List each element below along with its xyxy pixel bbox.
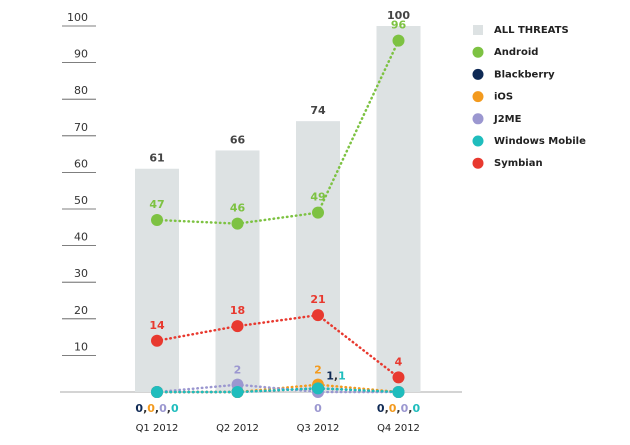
y-tick-label: 10 — [74, 340, 88, 353]
bar-value-label: 66 — [230, 133, 246, 146]
x-tick-label: Q2 2012 — [216, 423, 259, 434]
legend-swatch — [472, 46, 484, 58]
y-tick-label: 60 — [74, 157, 88, 170]
series-point — [151, 386, 163, 398]
label-separator: , — [143, 402, 147, 415]
series-line — [155, 387, 400, 394]
value-label: 49 — [310, 191, 325, 204]
series-point — [392, 34, 405, 47]
value-label: 4 — [395, 355, 403, 368]
value-label: 0 — [314, 402, 322, 415]
series-point — [392, 386, 405, 398]
series-point — [392, 371, 405, 384]
series-point — [312, 382, 324, 395]
label-separator: , — [155, 402, 159, 415]
legend-label: Symbian — [494, 158, 543, 169]
legend-swatch — [472, 91, 484, 103]
value-label: 0 — [135, 402, 143, 415]
value-label-group: 1,1 — [326, 369, 346, 382]
legend-label: J2ME — [493, 114, 522, 125]
series-point — [151, 334, 163, 347]
value-label: 96 — [391, 19, 407, 32]
bar-value-label: 61 — [149, 152, 164, 165]
legend-label: Android — [494, 47, 538, 58]
value-label: 0 — [147, 402, 155, 415]
value-label-group: 0,0,0,0 — [135, 402, 179, 415]
series-point — [231, 386, 244, 398]
value-label: 14 — [149, 319, 165, 332]
series-line — [155, 313, 400, 379]
series-line — [155, 383, 400, 394]
series-line — [155, 39, 400, 225]
legend-swatch — [473, 25, 483, 35]
series-point — [151, 213, 163, 226]
value-label: 0 — [171, 402, 179, 415]
value-label: 0 — [389, 402, 397, 415]
value-label-group: 2 — [314, 364, 322, 377]
y-tick-label: 50 — [74, 194, 88, 207]
value-label: 18 — [230, 304, 245, 317]
bar-value-label: 100 — [387, 9, 410, 22]
series-point — [312, 309, 324, 322]
legend-swatch — [472, 157, 484, 169]
series-point — [312, 206, 324, 219]
value-label: 2 — [234, 364, 242, 377]
y-tick-label: 30 — [74, 267, 88, 280]
label-separator: , — [167, 402, 171, 415]
x-tick-label: Q3 2012 — [297, 423, 340, 434]
bar — [296, 121, 340, 392]
series-point — [231, 320, 244, 333]
y-tick-label: 40 — [74, 231, 88, 244]
bar-value-label: 74 — [310, 104, 326, 117]
label-separator: , — [396, 402, 400, 415]
value-label: 0 — [159, 402, 167, 415]
legend-swatch — [472, 68, 484, 80]
value-label-group: 2 — [234, 364, 242, 377]
y-tick-label: 100 — [67, 11, 88, 24]
bar — [215, 150, 260, 392]
y-tick-label: 80 — [74, 84, 88, 97]
value-label: 0 — [377, 402, 385, 415]
legend-swatch — [472, 135, 484, 147]
value-label: 0 — [412, 402, 420, 415]
bar — [376, 26, 421, 392]
legend-label: Windows Mobile — [494, 136, 586, 147]
label-separator: , — [334, 369, 338, 382]
value-label-group: 0 — [314, 402, 322, 415]
value-label: 2 — [314, 364, 322, 377]
bar — [135, 168, 179, 392]
series-point — [231, 217, 244, 230]
y-tick-label: 70 — [74, 121, 88, 134]
y-tick-label: 20 — [74, 304, 88, 317]
legend-swatch — [472, 113, 484, 125]
value-label: 47 — [149, 198, 164, 211]
label-separator: , — [385, 402, 389, 415]
x-tick-label: Q1 2012 — [136, 423, 179, 434]
value-label: 46 — [230, 202, 246, 215]
legend-label: ALL THREATS — [494, 25, 569, 36]
value-label-group: 0,0,0,0 — [377, 402, 421, 415]
x-tick-label: Q4 2012 — [377, 423, 420, 434]
label-separator: , — [408, 402, 412, 415]
legend-label: Blackberry — [494, 69, 555, 80]
value-label: 21 — [310, 293, 325, 306]
legend-label: iOS — [494, 92, 513, 103]
value-label: 1 — [338, 369, 346, 382]
y-tick-label: 90 — [74, 48, 88, 61]
value-label: 1 — [326, 369, 334, 382]
value-label: 0 — [401, 402, 409, 415]
